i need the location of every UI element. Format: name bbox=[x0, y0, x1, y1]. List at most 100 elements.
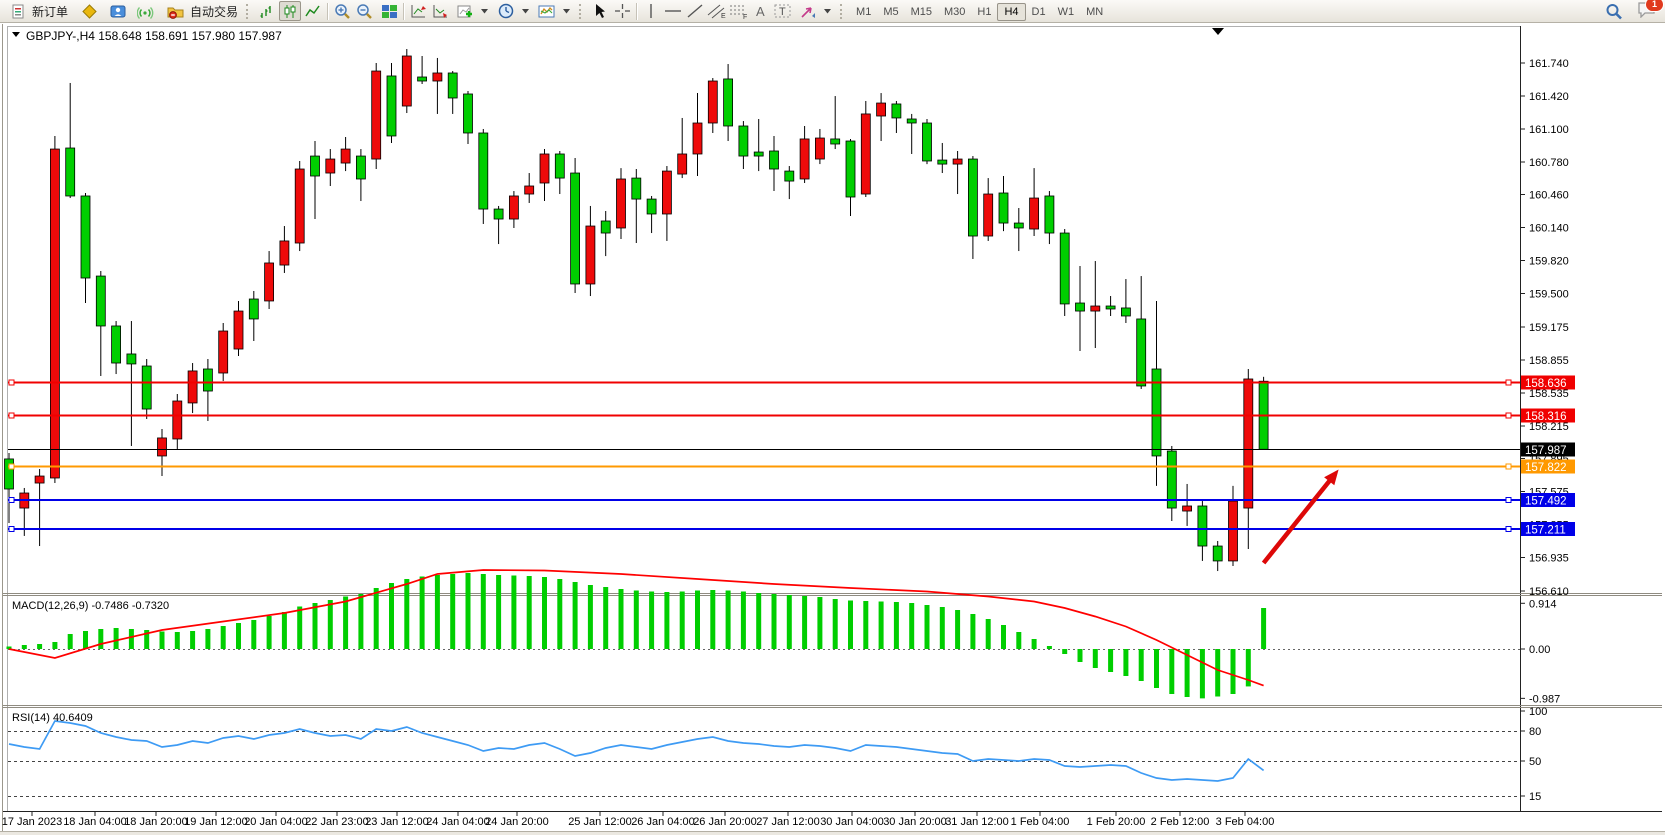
market-icon[interactable] bbox=[108, 2, 128, 20]
candle-body bbox=[616, 178, 626, 229]
candle-body bbox=[1243, 378, 1254, 509]
chart-shift-marker[interactable] bbox=[1212, 28, 1224, 35]
chart-canvas[interactable]: 161.740 161.420 161.100 160.780 160.460 160.1… bbox=[0, 23, 1665, 835]
tf-MN[interactable]: MN bbox=[1086, 6, 1104, 18]
tile-windows-icon[interactable] bbox=[379, 2, 399, 20]
autotrade-label: 自动交易 bbox=[190, 4, 239, 19]
new-order-label: 新订单 bbox=[32, 4, 69, 19]
autotrade-icon bbox=[166, 2, 186, 20]
clock-icon bbox=[496, 2, 516, 20]
rsi-axis-label: 80 bbox=[1529, 726, 1541, 738]
price-tick-label: 156.610 bbox=[1529, 586, 1569, 598]
line-anchor-handle[interactable] bbox=[1505, 463, 1512, 470]
svg-text:A: A bbox=[756, 4, 765, 19]
tf-H4[interactable]: H4 bbox=[997, 3, 1026, 21]
price-badge bbox=[1521, 442, 1575, 457]
trendline-tool-icon[interactable] bbox=[685, 2, 705, 20]
tf-D1[interactable]: D1 bbox=[1031, 6, 1046, 18]
tf-M15[interactable]: M15 bbox=[910, 6, 932, 18]
candle-body bbox=[111, 325, 121, 364]
trend-arrow-annotation[interactable] bbox=[1261, 469, 1339, 565]
fibonacci-tool-icon[interactable]: F bbox=[729, 2, 749, 20]
search-icon[interactable] bbox=[1604, 2, 1624, 20]
candle-body bbox=[983, 193, 994, 237]
metaquotes-icon[interactable] bbox=[79, 2, 99, 20]
candle-body bbox=[876, 102, 886, 117]
tf-W1[interactable]: W1 bbox=[1057, 6, 1075, 18]
line-anchor-handle[interactable] bbox=[1505, 497, 1512, 504]
rsi-axis-label: 15 bbox=[1529, 791, 1541, 803]
new-order-button[interactable]: 新订单 bbox=[4, 1, 71, 21]
add-indicator-icon bbox=[455, 2, 475, 20]
candle-body bbox=[600, 220, 611, 234]
vertical-line-tool-icon[interactable] bbox=[641, 2, 661, 20]
line-anchor-handle[interactable] bbox=[8, 526, 15, 533]
line-anchor-handle[interactable] bbox=[1505, 526, 1512, 533]
arrows-tool-icon bbox=[798, 2, 818, 20]
channel-tool-icon[interactable]: E bbox=[707, 2, 727, 20]
tf-H1[interactable]: H1 bbox=[977, 6, 992, 18]
candle-body bbox=[264, 262, 275, 302]
line-anchor-handle[interactable] bbox=[1505, 412, 1512, 419]
candle-body bbox=[493, 208, 504, 220]
candle-body bbox=[95, 275, 106, 327]
price-tick-label: 161.740 bbox=[1529, 58, 1569, 70]
bar-chart-type-icon[interactable] bbox=[257, 2, 277, 20]
toolbar-grip bbox=[246, 3, 251, 19]
candle-body bbox=[830, 138, 841, 145]
navigator-window-icon[interactable] bbox=[430, 2, 450, 20]
signals-icon[interactable] bbox=[135, 2, 155, 20]
text-tool-icon[interactable]: A bbox=[751, 2, 771, 20]
price-tick-label: 158.215 bbox=[1529, 421, 1569, 433]
line-chart-type-icon[interactable] bbox=[303, 2, 323, 20]
zoom-out-icon[interactable] bbox=[354, 2, 374, 20]
autotrade-button[interactable]: 自动交易 bbox=[162, 1, 241, 21]
time-tick-label: 26 Jan 20:00 bbox=[693, 816, 757, 828]
line-anchor-handle[interactable] bbox=[8, 463, 15, 470]
tf-M30[interactable]: M30 bbox=[944, 6, 966, 18]
line-anchor-handle[interactable] bbox=[8, 379, 15, 386]
horizontal-line-tool-icon[interactable] bbox=[663, 2, 683, 20]
time-tick-label: 19 Jan 12:00 bbox=[184, 816, 248, 828]
chat-button[interactable]: 1 bbox=[1635, 0, 1664, 22]
candle-body bbox=[187, 370, 198, 404]
candle-body bbox=[1013, 222, 1024, 229]
label-tool-icon[interactable]: T bbox=[773, 2, 793, 20]
macd-histogram bbox=[6, 573, 1267, 699]
time-tick-label: 18 Jan 04:00 bbox=[63, 816, 127, 828]
line-anchor-handle[interactable] bbox=[8, 497, 15, 504]
candle-body bbox=[1090, 305, 1101, 312]
arrows-tool-button[interactable] bbox=[794, 1, 835, 21]
crosshair-icon[interactable] bbox=[612, 2, 632, 20]
chart-dropdown-icon[interactable] bbox=[12, 32, 20, 37]
macd-axis-label: 0.00 bbox=[1529, 644, 1550, 656]
candle-body bbox=[662, 170, 672, 215]
price-badge-label: 157.211 bbox=[1525, 525, 1566, 537]
candle-body bbox=[218, 330, 229, 374]
price-badge bbox=[1521, 493, 1575, 508]
candle-body bbox=[1197, 505, 1208, 547]
line-anchor-handle[interactable] bbox=[1505, 379, 1512, 386]
tf-M1[interactable]: M1 bbox=[856, 6, 872, 18]
arrow-shaft bbox=[1261, 477, 1333, 565]
chevron-down-icon bbox=[480, 2, 488, 20]
candle-body bbox=[34, 475, 45, 484]
tf-M5[interactable]: M5 bbox=[883, 6, 899, 18]
data-window-icon[interactable] bbox=[408, 2, 428, 20]
cursor-icon[interactable] bbox=[590, 2, 610, 20]
price-badge-label: 158.636 bbox=[1525, 378, 1567, 390]
template-button[interactable] bbox=[533, 1, 574, 21]
candle-body bbox=[860, 113, 871, 195]
add-indicator-button[interactable] bbox=[451, 1, 492, 21]
rsi-label: RSI(14) 40.6409 bbox=[12, 712, 93, 724]
period-button[interactable] bbox=[492, 1, 533, 21]
zoom-in-icon[interactable] bbox=[332, 2, 352, 20]
candlestick-type-icon[interactable] bbox=[279, 1, 302, 21]
candle-body bbox=[1121, 307, 1131, 317]
candle-body bbox=[126, 353, 137, 365]
line-anchor-handle[interactable] bbox=[8, 412, 15, 419]
candle-body bbox=[707, 80, 718, 124]
candle-body bbox=[738, 125, 749, 157]
time-tick-label: 1 Feb 04:00 bbox=[1011, 816, 1070, 828]
